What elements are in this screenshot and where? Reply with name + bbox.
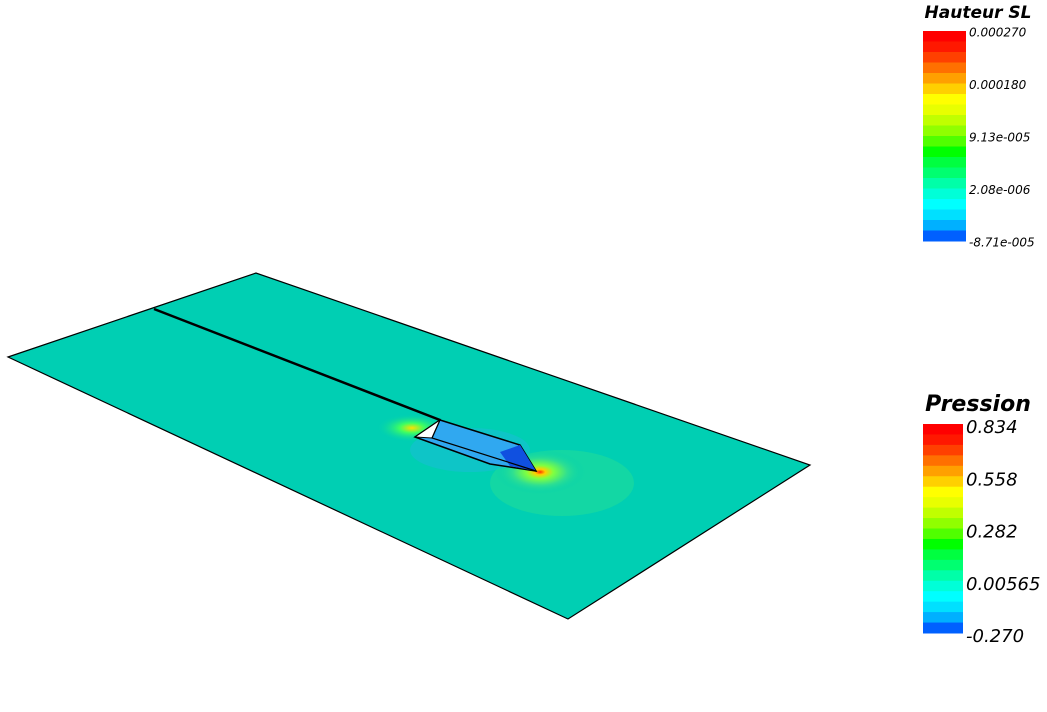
legend-label: 0.00565 — [966, 574, 1040, 595]
color-band — [923, 31, 966, 42]
color-band — [923, 549, 963, 561]
legend-label: 9.13e-005 — [969, 131, 1030, 145]
water-plane — [6, 272, 812, 620]
plate — [6, 272, 812, 620]
color-band — [923, 115, 966, 126]
legend-label: 2.08e-006 — [969, 183, 1031, 197]
hull-bow — [500, 445, 536, 471]
color-band — [923, 125, 966, 137]
color-band — [923, 136, 966, 147]
color-band — [923, 612, 963, 624]
color-band — [923, 94, 966, 105]
color-band — [923, 41, 966, 53]
color-band — [923, 465, 963, 477]
color-band — [923, 455, 963, 467]
legend-label: 0.000180 — [969, 78, 1027, 92]
color-band — [923, 188, 966, 200]
legend-title: Pression — [925, 392, 1031, 417]
color-band — [923, 486, 963, 498]
color-band — [923, 580, 963, 592]
color-band — [923, 73, 966, 84]
legend-label: -0.270 — [966, 626, 1024, 647]
color-band — [923, 476, 963, 488]
deck-line — [431, 419, 537, 472]
color-band — [923, 230, 966, 242]
legend-label: 0.000270 — [969, 26, 1027, 40]
color-band — [923, 220, 966, 231]
legend-label: -8.71e-005 — [969, 236, 1035, 250]
color-band — [923, 434, 963, 446]
color-band — [923, 199, 966, 210]
color-band — [923, 538, 963, 550]
color-band — [923, 559, 963, 571]
color-band — [923, 507, 963, 519]
color-band — [923, 528, 963, 540]
color-band — [923, 62, 966, 74]
color-band — [923, 178, 966, 189]
legend-title: Hauteur SL — [925, 3, 1032, 23]
color-band — [923, 157, 966, 168]
cut-line — [153, 307, 441, 422]
color-band — [923, 518, 963, 529]
legend-label: 0.834 — [966, 417, 1018, 438]
legend-label: 0.558 — [966, 469, 1018, 490]
color-band — [923, 167, 966, 179]
color-band — [923, 146, 966, 158]
color-band — [923, 104, 966, 116]
color-band — [923, 497, 963, 509]
color-band — [923, 601, 963, 613]
legend-label: 0.282 — [966, 522, 1018, 543]
color-band — [923, 622, 963, 634]
color-band — [923, 83, 966, 95]
color-band — [923, 209, 966, 221]
color-band — [923, 591, 963, 603]
color-band — [923, 52, 966, 63]
color-band — [923, 570, 963, 582]
color-band — [923, 424, 963, 435]
color-band — [923, 444, 963, 456]
